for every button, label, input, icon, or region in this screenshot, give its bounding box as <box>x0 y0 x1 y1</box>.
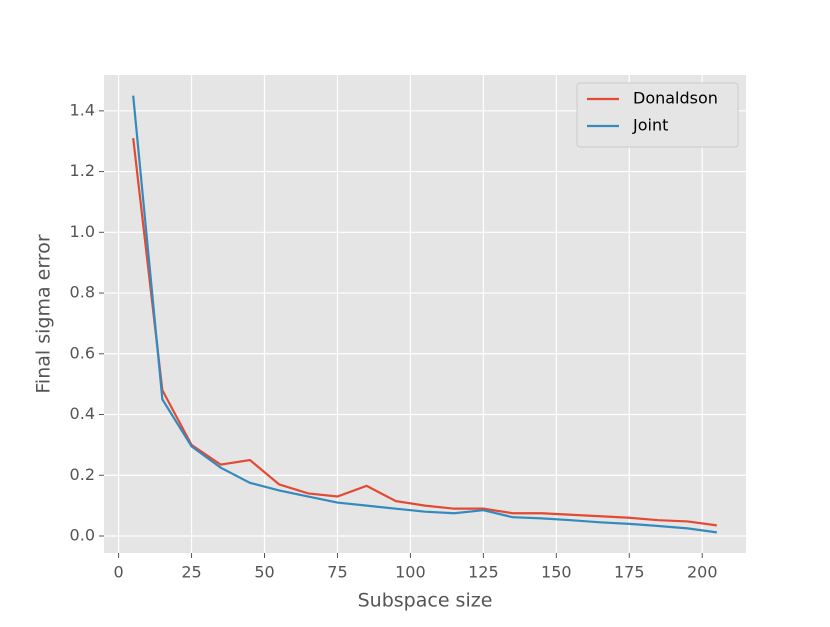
y-tick-label: 0.6 <box>70 343 95 362</box>
x-tick-label: 75 <box>327 563 347 582</box>
x-axis-label: Subspace size <box>358 590 493 612</box>
series-line <box>132 138 717 527</box>
y-tick-label: 0.0 <box>70 525 95 544</box>
y-tick-label: 1.0 <box>70 222 95 241</box>
y-tick-label: 0.4 <box>70 404 95 423</box>
x-tick-label: 0 <box>113 563 123 582</box>
legend-label: Joint <box>632 116 668 135</box>
y-tick-label: 1.4 <box>70 100 95 119</box>
x-tick-label: 100 <box>395 563 426 582</box>
x-tick-label: 150 <box>541 563 572 582</box>
x-tick-label: 175 <box>614 563 645 582</box>
x-tick-label: 25 <box>181 563 201 582</box>
x-tick-label: 50 <box>254 563 274 582</box>
series-line <box>132 95 717 534</box>
y-tick-label: 1.2 <box>70 161 95 180</box>
x-tick-label: 125 <box>468 563 499 582</box>
y-tick-label: 0.8 <box>70 283 95 302</box>
plot-area <box>104 75 746 553</box>
y-axis-label: Final sigma error <box>33 234 55 393</box>
x-tick-label: 200 <box>687 563 718 582</box>
y-tick-label: 0.2 <box>70 465 95 484</box>
legend-label: Donaldson <box>633 89 718 108</box>
